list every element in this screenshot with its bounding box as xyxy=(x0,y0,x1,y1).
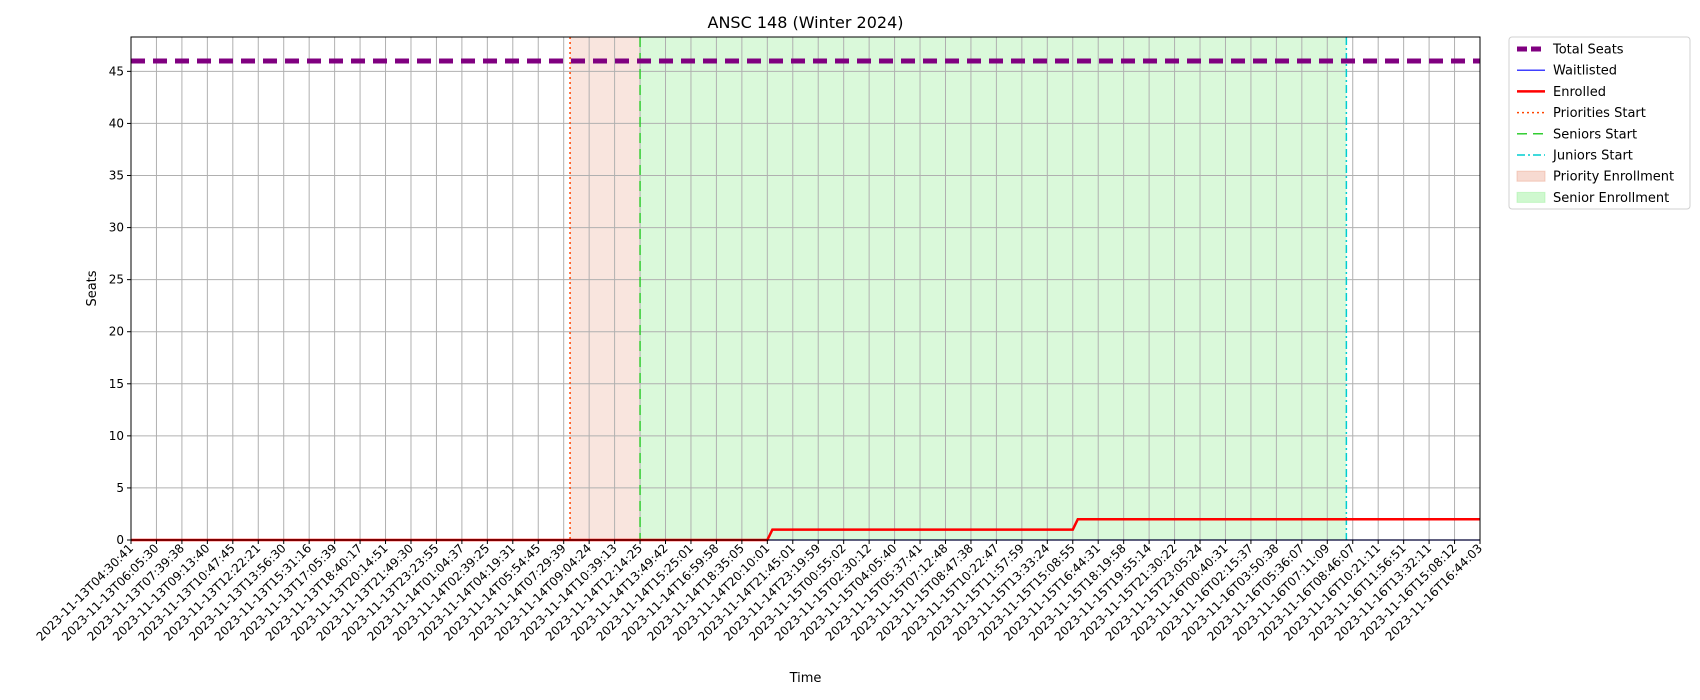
y-tick-label: 0 xyxy=(116,533,124,547)
axes-frame xyxy=(130,36,1481,541)
legend-label: Seniors Start xyxy=(1553,127,1637,142)
y-axis-label: Seats xyxy=(85,270,100,306)
y-tick-label: 15 xyxy=(109,377,124,391)
legend-label: Priorities Start xyxy=(1553,106,1646,121)
legend-label: Enrolled xyxy=(1553,85,1606,100)
legend-label: Waitlisted xyxy=(1553,64,1617,79)
legend-swatch xyxy=(1516,191,1546,203)
y-tick-label: 35 xyxy=(109,169,124,183)
grid-lines xyxy=(130,37,1481,541)
y-tick-label: 30 xyxy=(109,221,124,235)
y-tick-label: 25 xyxy=(109,273,124,287)
y-tick-label: 5 xyxy=(116,481,124,495)
y-tick-label: 45 xyxy=(109,64,124,78)
x-axis-label: Time xyxy=(789,671,822,686)
legend-label: Priority Enrollment xyxy=(1553,170,1674,185)
shaded-regions xyxy=(570,37,1347,540)
legend-label: Senior Enrollment xyxy=(1553,191,1669,206)
chart-title: ANSC 148 (Winter 2024) xyxy=(708,13,904,32)
y-tick-label: 40 xyxy=(109,116,124,130)
legend-box xyxy=(1508,36,1691,210)
chart-legend: Total Seats Waitlisted Enrolled Priorities … xyxy=(1508,36,1691,210)
y-axis-ticks: 0 5 10 15 20 25 30 35 40 45 xyxy=(109,64,131,547)
legend-label: Juniors Start xyxy=(1552,149,1633,164)
y-tick-label: 10 xyxy=(109,429,124,443)
legend-label: Total Seats xyxy=(1552,43,1624,58)
y-tick-label: 20 xyxy=(109,325,124,339)
region-senior-enrollment xyxy=(640,37,1347,540)
x-axis-ticks: 2023-11-13T04:30:412023-11-13T06:05:3020… xyxy=(34,540,1485,644)
region-priority-enrollment xyxy=(570,37,641,540)
legend-swatch xyxy=(1516,170,1546,182)
phase-start-lines xyxy=(569,37,1348,540)
